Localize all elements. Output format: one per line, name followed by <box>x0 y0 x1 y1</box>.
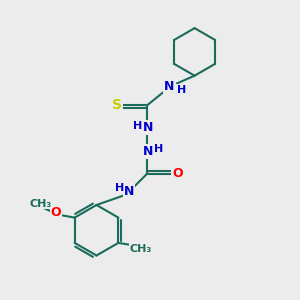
Text: S: S <box>112 98 122 112</box>
Text: H: H <box>154 143 163 154</box>
Text: N: N <box>164 80 175 93</box>
Text: N: N <box>124 185 134 198</box>
Text: O: O <box>51 206 61 219</box>
Text: CH₃: CH₃ <box>130 244 152 254</box>
Text: CH₃: CH₃ <box>29 199 52 208</box>
Text: H: H <box>115 183 124 193</box>
Text: H: H <box>133 121 142 131</box>
Text: N: N <box>143 145 154 158</box>
Text: H: H <box>177 85 186 95</box>
Text: O: O <box>172 167 183 180</box>
Text: N: N <box>143 121 154 134</box>
